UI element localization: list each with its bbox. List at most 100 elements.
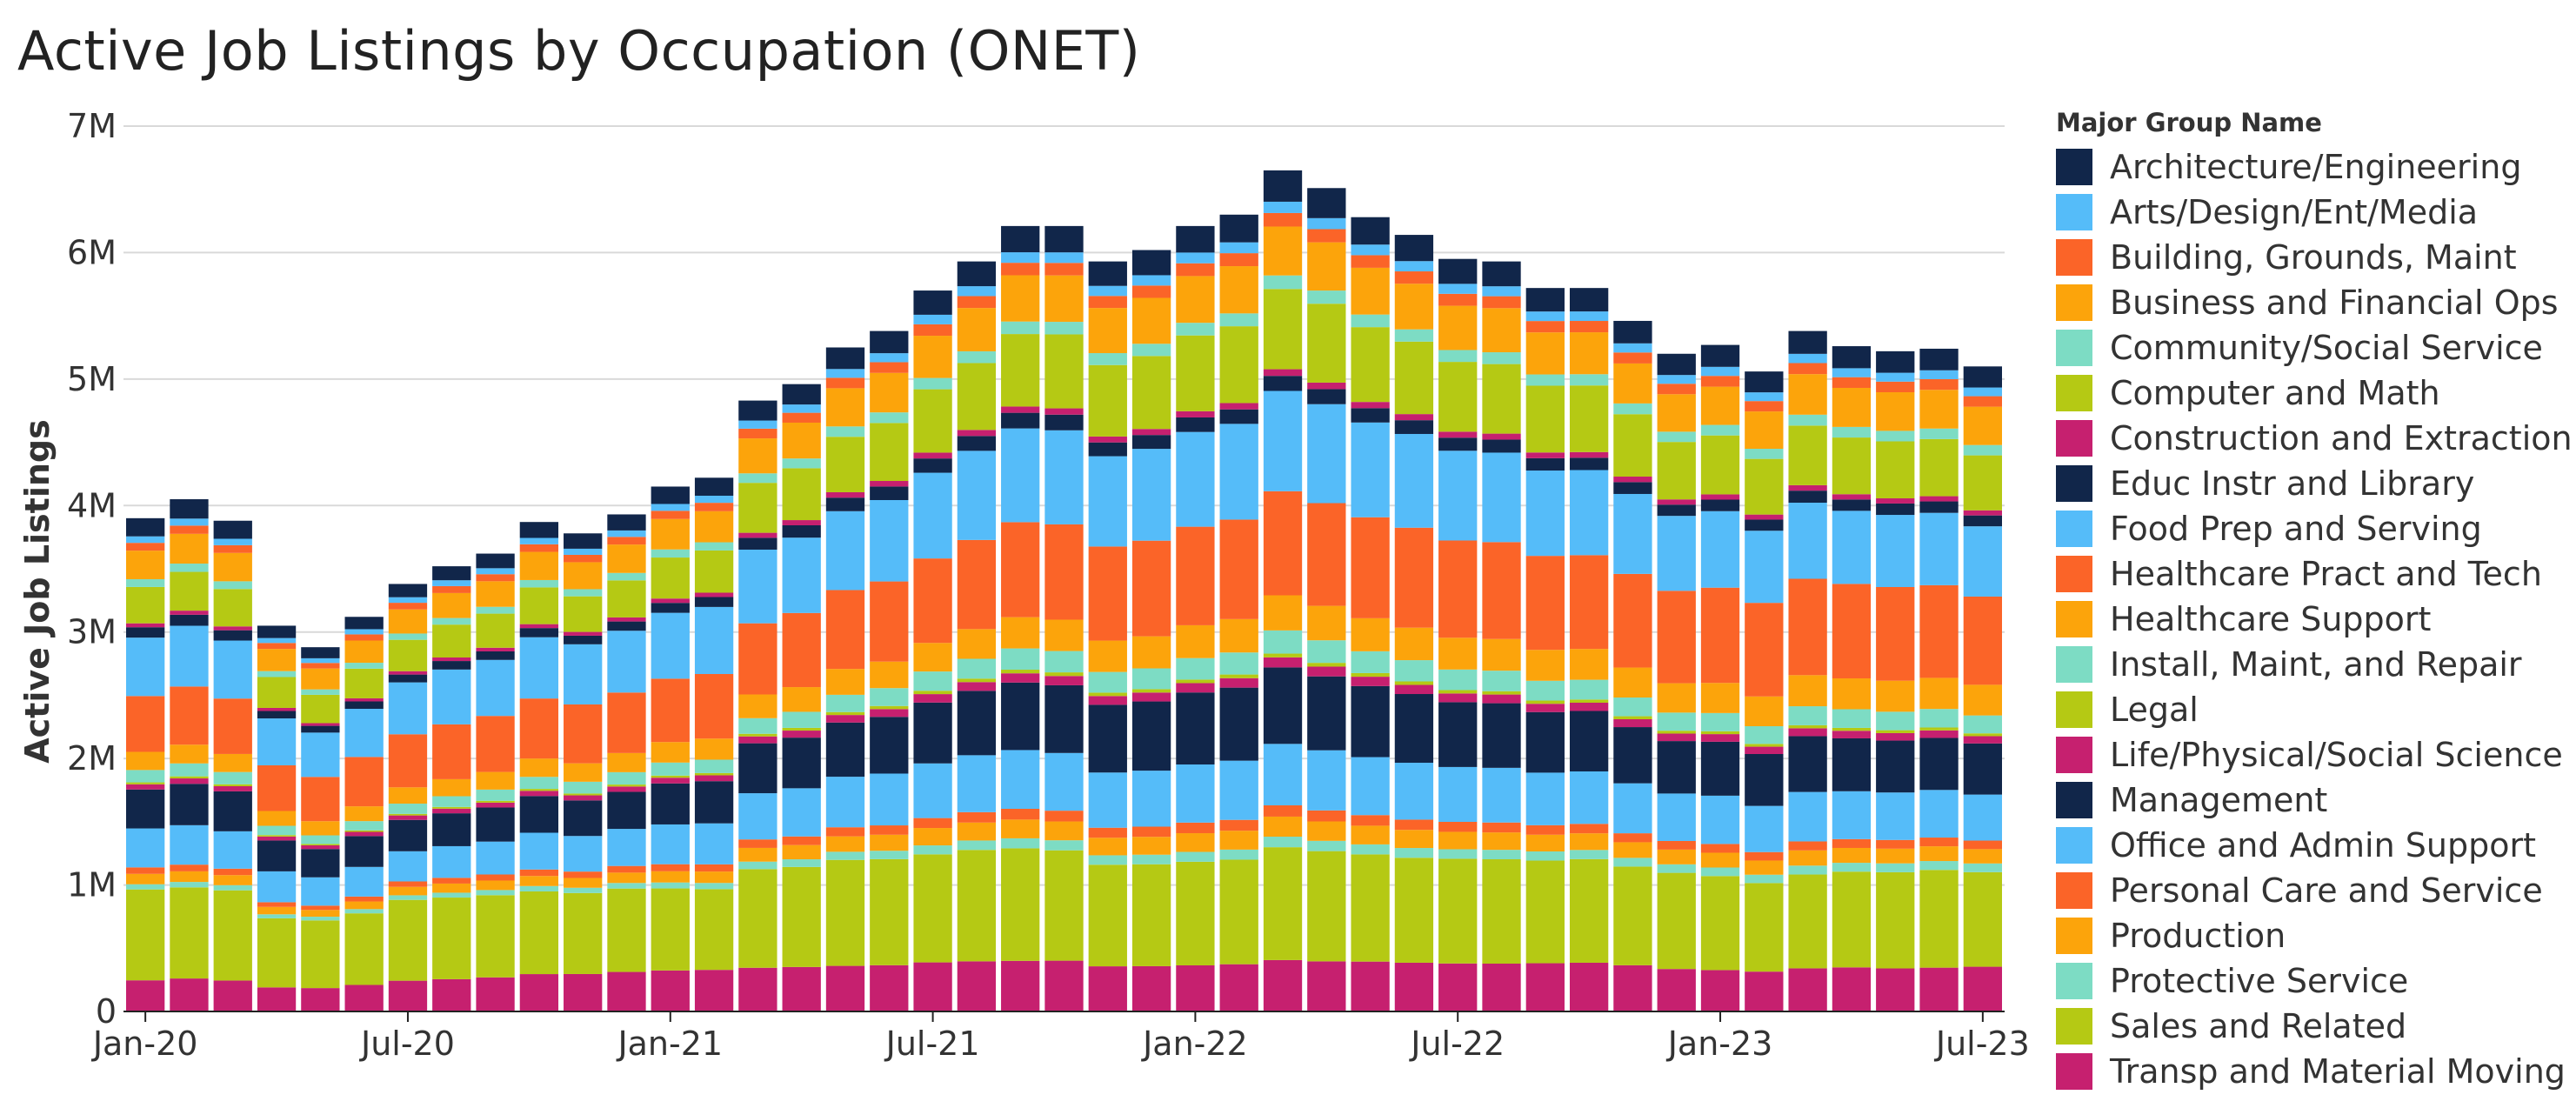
legend-item[interactable]: Office and Admin Support bbox=[2056, 823, 2569, 868]
bar-segment bbox=[301, 877, 340, 906]
bar-segment bbox=[1351, 961, 1390, 1011]
bar-segment bbox=[1700, 734, 1740, 742]
bar-segment bbox=[1219, 677, 1258, 688]
legend-item[interactable]: Transp and Material Moving bbox=[2056, 1049, 2569, 1094]
bar-segment bbox=[476, 651, 515, 660]
bar-segment bbox=[1657, 840, 1696, 850]
bar-segment bbox=[957, 811, 997, 823]
legend-item[interactable]: Protective Service bbox=[2056, 958, 2569, 1004]
bar-segment bbox=[1963, 733, 2002, 737]
bar-segment bbox=[1569, 962, 1609, 1011]
bar-segment bbox=[913, 324, 952, 337]
bar-segment bbox=[782, 384, 821, 405]
bar-segment bbox=[564, 562, 603, 590]
bar-segment bbox=[1919, 390, 1959, 429]
bar-segment bbox=[1569, 711, 1609, 771]
bar-segment bbox=[1876, 839, 1915, 849]
bar-segment bbox=[1482, 832, 1521, 851]
bar-segment bbox=[1525, 704, 1565, 712]
bar-segment bbox=[564, 589, 603, 597]
bar-segment bbox=[1088, 640, 1127, 672]
bar-segment bbox=[1438, 362, 1478, 432]
bar-segment bbox=[1219, 652, 1258, 675]
bar-segment bbox=[1745, 744, 1784, 747]
legend-swatch bbox=[2056, 1008, 2092, 1045]
bar-segment bbox=[1876, 392, 1915, 431]
bar-segment bbox=[738, 733, 777, 737]
bar-segment bbox=[1832, 584, 1872, 679]
bar-segment bbox=[1351, 255, 1390, 268]
bar-segment bbox=[651, 970, 690, 1011]
legend-item[interactable]: Architecture/Engineering bbox=[2056, 144, 2569, 190]
bar-segment bbox=[519, 579, 559, 588]
bar-segment bbox=[825, 590, 865, 670]
bar-segment bbox=[1263, 847, 1303, 960]
bar-segment bbox=[651, 783, 690, 824]
legend-item[interactable]: Legal bbox=[2056, 687, 2569, 732]
bar-segment bbox=[913, 558, 952, 644]
bar-segment bbox=[1525, 711, 1565, 773]
bar-segment bbox=[1788, 374, 1827, 415]
bar-segment bbox=[738, 428, 777, 439]
y-tick-label: 2M bbox=[67, 739, 117, 778]
bar-segment bbox=[1351, 677, 1390, 686]
bar-segment bbox=[213, 753, 252, 772]
bar-segment bbox=[607, 544, 646, 573]
legend-item[interactable]: Sales and Related bbox=[2056, 1004, 2569, 1049]
bar-segment bbox=[476, 890, 515, 896]
bar-segment bbox=[1219, 674, 1258, 678]
legend-item[interactable]: Food Prep and Serving bbox=[2056, 506, 2569, 551]
legend-item[interactable]: Management bbox=[2056, 778, 2569, 823]
bar-segment bbox=[301, 723, 340, 726]
legend-item[interactable]: Healthcare Pract and Tech bbox=[2056, 551, 2569, 597]
bar-segment bbox=[1088, 838, 1127, 856]
legend-item[interactable]: Production bbox=[2056, 913, 2569, 958]
bar-segment bbox=[388, 609, 428, 634]
bar-segment bbox=[651, 864, 690, 871]
bar-segment bbox=[1131, 826, 1171, 838]
bar-segment bbox=[432, 898, 471, 979]
bar-segment bbox=[126, 828, 165, 868]
bar-segment bbox=[1657, 499, 1696, 505]
legend-swatch bbox=[2056, 330, 2092, 366]
bar-segment bbox=[1482, 286, 1521, 297]
bar-segment bbox=[651, 518, 690, 550]
bar-segment bbox=[170, 882, 209, 888]
legend-item[interactable]: Construction and Extraction bbox=[2056, 416, 2573, 461]
legend-item[interactable]: Life/Physical/Social Science bbox=[2056, 732, 2569, 778]
bar-segment bbox=[213, 890, 252, 981]
bar-segment bbox=[1745, 883, 1784, 972]
legend-item[interactable]: Computer and Math bbox=[2056, 370, 2569, 416]
legend-item[interactable]: Healthcare Support bbox=[2056, 597, 2569, 642]
bar-segment bbox=[651, 742, 690, 763]
legend-item[interactable]: Community/Social Service bbox=[2056, 325, 2569, 370]
bar-segment bbox=[1657, 872, 1696, 970]
bar-segment bbox=[1263, 816, 1303, 838]
bar-stack bbox=[694, 477, 734, 1011]
bar-segment bbox=[1044, 524, 1084, 620]
bar-segment bbox=[1394, 235, 1434, 262]
bar-segment bbox=[825, 426, 865, 437]
legend-item[interactable]: Personal Care and Service bbox=[2056, 868, 2569, 913]
bar-segment bbox=[1569, 858, 1609, 963]
bar-segment bbox=[957, 755, 997, 812]
bar-segment bbox=[564, 763, 603, 782]
bar-segment bbox=[1001, 275, 1040, 322]
bar-segment bbox=[1044, 684, 1084, 753]
bar-segment bbox=[257, 987, 297, 1011]
bar-segment bbox=[126, 873, 165, 884]
bar-segment bbox=[870, 330, 909, 354]
bar-segment bbox=[1788, 850, 1827, 866]
legend-item[interactable]: Building, Grounds, Maint bbox=[2056, 235, 2569, 280]
bar-segment bbox=[1525, 321, 1565, 333]
bar-segment bbox=[1088, 772, 1127, 828]
legend-label: Protective Service bbox=[2110, 962, 2409, 1000]
legend-item[interactable]: Install, Maint, and Repair bbox=[2056, 642, 2569, 687]
legend-item[interactable]: Educ Instr and Library bbox=[2056, 461, 2569, 506]
legend-item[interactable]: Business and Financial Ops bbox=[2056, 280, 2569, 325]
bar-segment bbox=[301, 905, 340, 911]
legend-item[interactable]: Arts/Design/Ent/Media bbox=[2056, 190, 2569, 235]
bar-segment bbox=[825, 437, 865, 492]
bar-segment bbox=[913, 702, 952, 764]
bar-segment bbox=[1963, 406, 2002, 445]
